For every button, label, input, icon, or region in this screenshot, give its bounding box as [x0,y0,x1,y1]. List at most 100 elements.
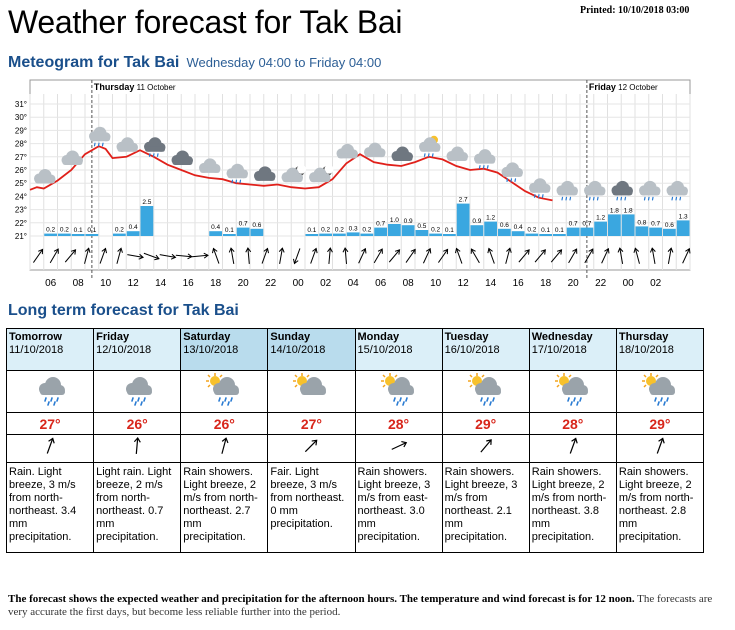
wind-arrow-shaft [455,248,463,264]
wind-arrow-head [394,249,401,255]
precip-bar [333,233,346,236]
x-tick-label: 08 [403,278,415,289]
wind-arrow [373,248,383,264]
x-tick-label: 08 [73,278,85,289]
y-tick-label: 29° [15,126,27,135]
meteogram-period: Wednesday 04:00 to Friday 04:00 [186,55,382,70]
day-date: 12/10/2018 [96,344,152,356]
precip-bar [594,221,607,236]
y-tick-label: 25° [15,179,27,188]
precip-label: 0.2 [527,227,536,234]
wind-arrow [191,252,209,259]
wind-arrow-head [138,253,145,260]
day-name: Monday [357,331,400,343]
x-tick-label: 00 [293,278,305,289]
x-tick-label: 20 [238,278,250,289]
day-weather-cell [615,370,705,413]
precip-label: 0.6 [665,222,674,229]
precip-label: 0.2 [46,227,55,234]
sun-cloud-rain-icon [641,373,675,406]
cloud-rain-icon [39,377,66,406]
cloudy-rain-icon [666,180,688,201]
y-tick-label: 21° [15,232,27,241]
cloudy-rain-icon [584,180,606,201]
wind-arrow [84,247,91,264]
wind-arrow [487,247,495,264]
precip-bar [484,221,497,236]
wind-arrow [310,247,318,264]
wind-arrow-head [70,249,77,255]
wind-arrow-icon [46,437,55,454]
precip-label: 0.6 [252,222,261,229]
wind-arrow-shaft [667,248,672,264]
wind-arrow [405,248,416,263]
wind-arrow-head [327,247,333,253]
day-weather-cell [528,370,617,413]
day-wind-cell [528,434,617,463]
day-date: 16/10/2018 [444,344,500,356]
wind-arrow [342,247,349,265]
day-name: Wednesday [531,331,593,343]
wind-arrow-shaft [488,248,495,264]
long-term-heading: Long term forecast for Tak Bai [8,302,239,319]
day-label: Friday 12 October [589,82,658,92]
wind-arrow-head [292,258,299,265]
day-weather-cell [354,370,443,413]
day-header: Wednesday 17/10/2018 [528,328,617,371]
wind-arrow [438,248,449,263]
precip-label: 0.4 [514,224,523,231]
cloudy-dark-icon [254,166,276,181]
wind-arrow-shaft [159,254,176,258]
day-description: Rain showers. Light breeze, 2 m/s from n… [615,462,705,553]
day-temperature: 26° [180,412,269,435]
precip-bar [635,226,649,236]
precip-bar [140,206,154,236]
precip-bar [113,233,126,236]
precip-bar [374,227,387,236]
wind-arrow-head [443,248,449,255]
precip-label: 0.2 [335,227,344,234]
wind-arrow [682,247,691,264]
day-weather-cell [267,370,356,413]
day-date: 15/10/2018 [357,344,413,356]
temperature-line [29,145,553,202]
wind-arrow-head [361,247,367,254]
precip-label: 2.5 [142,199,151,206]
precip-bar [470,225,484,236]
precip-label: 0.1 [225,227,234,234]
cloudy-rain-icon [474,149,496,169]
wind-arrow-shaft [175,254,192,258]
precip-label: 0.1 [555,227,564,234]
day-date: 13/10/2018 [183,344,239,356]
wind-arrow-shaft [279,248,283,264]
wind-arrow-head [633,247,640,253]
cloudy-rain-icon [639,180,661,201]
cloudy-icon [199,158,221,173]
sun-cloud-rain-icon [380,373,414,406]
wind-arrow-head [228,247,235,253]
day-header: Saturday 13/10/2018 [180,328,269,371]
day-temperature: 26° [93,412,182,435]
day-temperature: 29° [615,412,705,435]
wind-arrow-shaft [191,254,209,258]
x-tick-label: 10 [430,278,442,289]
wind-arrow-head [101,247,108,254]
wind-arrow [518,249,530,263]
day-description: Light rain. Light breeze, 2 m/s from nor… [93,462,182,553]
precip-bar [346,232,360,236]
day-name: Thursday [618,331,669,343]
day-weather-cell [441,370,530,413]
long-term-table: Tomorrow 11/10/2018 Friday 12/10/2018 Saturd… [5,328,705,553]
wind-arrow-shaft [405,249,416,263]
y-tick-label: 31° [15,100,27,109]
wind-arrow-head [170,253,177,260]
cloudy-rain-icon [226,163,248,184]
cloudy-rain-icon [501,162,523,182]
precip-label: 0.9 [472,218,481,225]
day-wind-cell [180,434,269,463]
wind-arrow-head [278,247,285,253]
moon-cloud-icon [281,164,306,183]
wind-arrow-shaft [601,248,609,264]
moon-cloud-icon [309,164,334,183]
precip-bar [525,233,539,236]
